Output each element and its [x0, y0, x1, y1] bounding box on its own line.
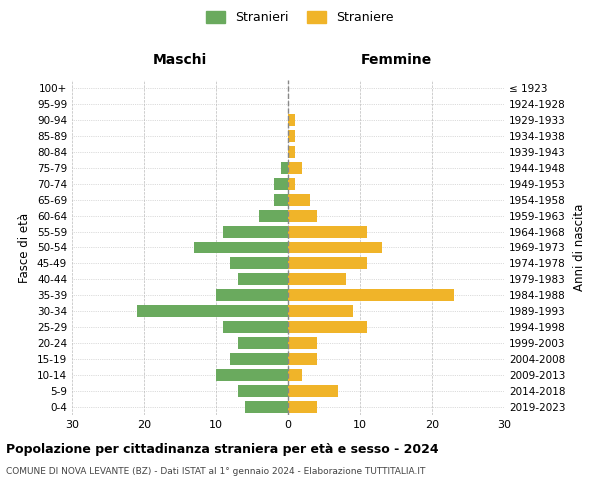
Bar: [216, 290, 288, 302]
Bar: [288, 369, 302, 381]
Bar: [216, 369, 288, 381]
Legend: Stranieri, Straniere: Stranieri, Straniere: [202, 6, 398, 29]
Bar: [274, 194, 288, 205]
Bar: [288, 242, 382, 254]
Bar: [288, 178, 295, 190]
Bar: [238, 337, 288, 349]
Text: Femmine: Femmine: [361, 54, 431, 68]
Bar: [288, 401, 317, 413]
Bar: [259, 210, 288, 222]
Y-axis label: Anni di nascita: Anni di nascita: [572, 204, 586, 291]
Bar: [288, 337, 317, 349]
Bar: [194, 242, 288, 254]
Bar: [288, 130, 295, 142]
Bar: [288, 290, 454, 302]
Bar: [288, 114, 295, 126]
Bar: [288, 274, 346, 285]
Y-axis label: Fasce di età: Fasce di età: [19, 212, 31, 282]
Text: Maschi: Maschi: [153, 54, 207, 68]
Bar: [230, 258, 288, 270]
Bar: [238, 385, 288, 397]
Bar: [288, 226, 367, 237]
Bar: [274, 178, 288, 190]
Bar: [288, 306, 353, 318]
Bar: [288, 353, 317, 365]
Bar: [223, 226, 288, 237]
Bar: [230, 353, 288, 365]
Bar: [288, 258, 367, 270]
Bar: [288, 162, 302, 173]
Bar: [238, 274, 288, 285]
Bar: [281, 162, 288, 173]
Text: COMUNE DI NOVA LEVANTE (BZ) - Dati ISTAT al 1° gennaio 2024 - Elaborazione TUTTI: COMUNE DI NOVA LEVANTE (BZ) - Dati ISTAT…: [6, 468, 425, 476]
Bar: [245, 401, 288, 413]
Text: Popolazione per cittadinanza straniera per età e sesso - 2024: Popolazione per cittadinanza straniera p…: [6, 442, 439, 456]
Bar: [288, 210, 317, 222]
Bar: [288, 385, 338, 397]
Bar: [288, 146, 295, 158]
Bar: [223, 322, 288, 333]
Bar: [288, 322, 367, 333]
Bar: [137, 306, 288, 318]
Bar: [288, 194, 310, 205]
